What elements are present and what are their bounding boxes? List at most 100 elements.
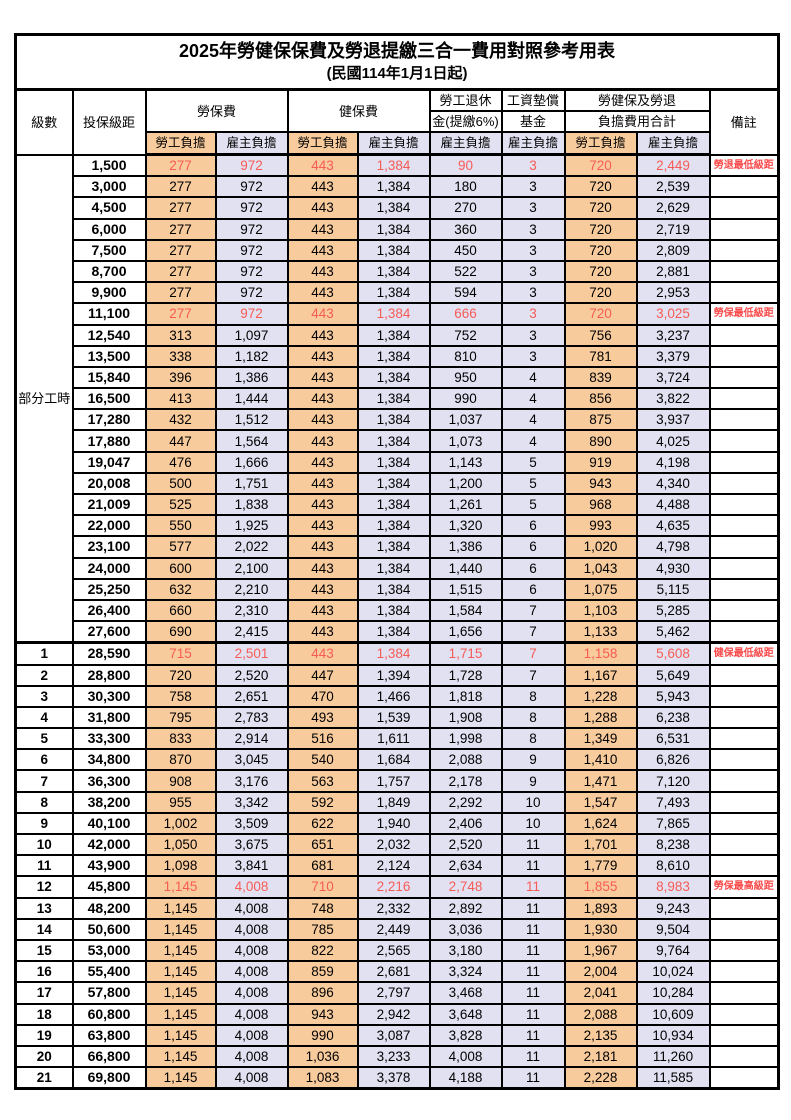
pension-employer-cell: 1,728 — [428, 663, 503, 687]
pension-employer-cell: 990 — [428, 387, 503, 411]
level-cell: 7 — [14, 769, 74, 793]
wage-fund-employer-cell: 4 — [500, 365, 566, 390]
level-cell: 20 — [14, 1044, 74, 1069]
labor-insurance-employee-cell: 600 — [144, 556, 217, 580]
wage-fund-employer-cell: 3 — [500, 259, 566, 284]
wage-fund-employer-cell: 6 — [500, 556, 566, 580]
health-insurance-employer-cell: 1,849 — [356, 790, 431, 814]
total-employee-cell: 1,967 — [563, 938, 638, 963]
labor-insurance-employer-cell: 1,564 — [214, 429, 289, 453]
health-insurance-employer-cell: 1,384 — [356, 217, 431, 241]
table-title-block: 2025年勞健保保費及勞退提繳三合一費用對照參考用表 (民國114年1月1日起) — [14, 33, 780, 91]
salary-bracket-cell: 25,250 — [71, 577, 147, 601]
total-employer-cell: 4,340 — [635, 471, 711, 496]
health-insurance-employee-cell: 470 — [286, 684, 359, 708]
total-employer-cell: 2,881 — [635, 259, 711, 284]
total-employer-cell: 10,024 — [635, 960, 711, 984]
health-insurance-employer-cell: 1,384 — [356, 344, 431, 368]
part-time-merged-cell: 部分工時 — [14, 153, 74, 644]
pension-employer-cell: 2,634 — [428, 854, 503, 878]
health-insurance-employee-cell: 443 — [286, 259, 359, 284]
remark-cell — [708, 408, 780, 432]
total-employee-cell: 1,075 — [563, 577, 638, 601]
labor-insurance-employer-cell: 3,176 — [214, 769, 289, 793]
total-employee-cell: 919 — [563, 450, 638, 474]
health-insurance-employer-cell: 1,384 — [356, 492, 431, 517]
total-employee-cell: 1,158 — [563, 641, 638, 666]
table-row: 9,900 277 972 443 1,384 594 3 720 2,953 — [16, 281, 780, 305]
labor-insurance-employer-cell: 1,512 — [214, 408, 289, 432]
total-employer-cell: 4,798 — [635, 535, 711, 559]
remark-cell — [708, 938, 780, 963]
total-employee-cell: 2,004 — [563, 960, 638, 984]
total-employee-cell: 968 — [563, 492, 638, 517]
wage-fund-employer-cell: 5 — [500, 492, 566, 517]
salary-bracket-cell: 7,500 — [71, 238, 147, 262]
salary-bracket-cell: 17,280 — [71, 408, 147, 432]
remark-cell — [708, 684, 780, 708]
table-row: 3 30,300 758 2,651 470 1,466 1,818 8 1,228 5,943 — [14, 684, 780, 708]
salary-bracket-cell: 53,000 — [71, 938, 147, 963]
labor-insurance-employee-cell: 1,145 — [144, 938, 217, 963]
health-insurance-employee-cell: 710 — [286, 875, 359, 899]
salary-bracket-cell: 16,500 — [71, 387, 147, 411]
health-insurance-employee-cell: 443 — [286, 535, 359, 559]
total-employee-cell: 720 — [563, 259, 638, 284]
salary-bracket-cell: 38,200 — [71, 790, 147, 814]
table-row: 部分工時 1,500 277 972 443 1,384 90 3 720 2,449 勞退最低級距 — [14, 153, 780, 644]
remark-cell — [708, 535, 780, 559]
wage-fund-employer-cell: 4 — [500, 387, 566, 411]
labor-insurance-employer-cell: 4,008 — [214, 938, 289, 963]
labor-insurance-employer-cell: 2,210 — [214, 577, 289, 601]
health-insurance-employee-cell: 443 — [286, 408, 359, 432]
total-employee-cell: 2,181 — [563, 1044, 638, 1069]
health-insurance-employee-cell: 443 — [286, 514, 359, 538]
total-employee-cell: 1,779 — [563, 854, 638, 878]
wage-fund-employer-cell: 11 — [500, 917, 566, 941]
labor-insurance-employer-cell: 4,008 — [214, 1002, 289, 1026]
total-employer-cell: 2,629 — [635, 196, 711, 220]
pension-employer-cell: 2,088 — [428, 748, 503, 772]
total-employer-cell: 5,649 — [635, 663, 711, 687]
remark-cell: 健保最低級距 — [708, 641, 780, 666]
labor-insurance-employee-cell: 632 — [144, 577, 217, 601]
wage-fund-employer-cell: 11 — [500, 1044, 566, 1069]
labor-insurance-employer-cell: 1,444 — [214, 387, 289, 411]
table-row: 11 43,900 1,098 3,841 681 2,124 2,634 11 1,779 8,… — [14, 854, 780, 878]
labor-insurance-employer-cell: 2,415 — [214, 620, 289, 644]
health-insurance-employee-cell: 443 — [286, 387, 359, 411]
health-insurance-employee-cell: 443 — [286, 344, 359, 368]
total-employee-cell: 943 — [563, 471, 638, 496]
labor-insurance-employee-cell: 1,145 — [144, 981, 217, 1005]
wage-fund-employer-cell: 3 — [500, 344, 566, 368]
remark-cell — [708, 429, 780, 453]
wage-fund-employer-cell: 4 — [500, 429, 566, 453]
level-cell: 14 — [14, 917, 74, 941]
labor-insurance-employee-cell: 1,098 — [144, 854, 217, 878]
total-employee-cell: 875 — [563, 408, 638, 432]
pension-employer-cell: 1,440 — [428, 556, 503, 580]
health-insurance-employer-cell: 1,684 — [356, 748, 431, 772]
table-row: 19,047 476 1,666 443 1,384 1,143 5 919 4,198 — [16, 450, 780, 474]
table-row: 24,000 600 2,100 443 1,384 1,440 6 1,043 4,930 — [16, 556, 780, 580]
salary-bracket-cell: 22,000 — [71, 514, 147, 538]
table-row: 25,250 632 2,210 443 1,384 1,515 6 1,075 5,115 — [16, 577, 780, 601]
salary-bracket-cell: 17,880 — [71, 429, 147, 453]
remark-cell — [708, 1002, 780, 1026]
pension-employer-cell: 3,324 — [428, 960, 503, 984]
health-insurance-employee-cell: 443 — [286, 365, 359, 390]
header-wage-fund-top: 工資墊償 — [500, 88, 566, 112]
pension-employer-cell: 2,178 — [428, 769, 503, 793]
labor-insurance-employer-cell: 972 — [214, 153, 289, 178]
salary-bracket-cell: 69,800 — [71, 1066, 147, 1090]
health-insurance-employer-cell: 1,384 — [356, 323, 431, 347]
remark-cell — [708, 514, 780, 538]
labor-insurance-employer-cell: 2,520 — [214, 663, 289, 687]
wage-fund-employer-cell: 3 — [500, 217, 566, 241]
table-row: 12,540 313 1,097 443 1,384 752 3 756 3,237 — [16, 323, 780, 347]
pension-employer-cell: 1,143 — [428, 450, 503, 474]
wage-fund-employer-cell: 9 — [500, 769, 566, 793]
health-insurance-employee-cell: 681 — [286, 854, 359, 878]
table-row: 7,500 277 972 443 1,384 450 3 720 2,809 — [16, 238, 780, 262]
pension-employer-cell: 1,386 — [428, 535, 503, 559]
